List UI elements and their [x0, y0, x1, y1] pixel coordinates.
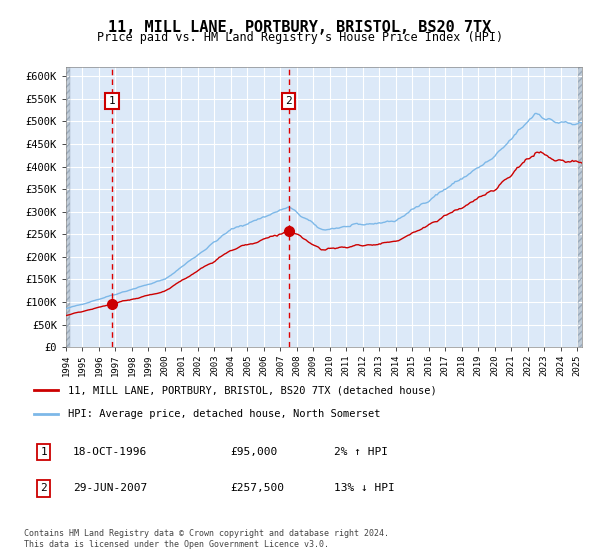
Bar: [578, 67, 587, 347]
Text: 13% ↓ HPI: 13% ↓ HPI: [334, 483, 395, 493]
Text: £257,500: £257,500: [230, 483, 284, 493]
Text: 11, MILL LANE, PORTBURY, BRISTOL, BS20 7TX (detached house): 11, MILL LANE, PORTBURY, BRISTOL, BS20 7…: [68, 385, 437, 395]
Text: 1: 1: [40, 447, 47, 457]
Text: 11, MILL LANE, PORTBURY, BRISTOL, BS20 7TX: 11, MILL LANE, PORTBURY, BRISTOL, BS20 7…: [109, 20, 491, 35]
Bar: [66, 67, 70, 347]
Text: 2: 2: [285, 96, 292, 106]
Text: £95,000: £95,000: [230, 447, 278, 457]
Text: Contains HM Land Registry data © Crown copyright and database right 2024.
This d: Contains HM Land Registry data © Crown c…: [24, 529, 389, 549]
Bar: [66, 67, 70, 347]
Text: 1: 1: [109, 96, 116, 106]
Bar: [578, 67, 587, 347]
Text: 2% ↑ HPI: 2% ↑ HPI: [334, 447, 388, 457]
Text: 29-JUN-2007: 29-JUN-2007: [73, 483, 148, 493]
Text: 18-OCT-1996: 18-OCT-1996: [73, 447, 148, 457]
Text: 2: 2: [40, 483, 47, 493]
Text: HPI: Average price, detached house, North Somerset: HPI: Average price, detached house, Nort…: [68, 408, 381, 418]
Text: Price paid vs. HM Land Registry's House Price Index (HPI): Price paid vs. HM Land Registry's House …: [97, 31, 503, 44]
